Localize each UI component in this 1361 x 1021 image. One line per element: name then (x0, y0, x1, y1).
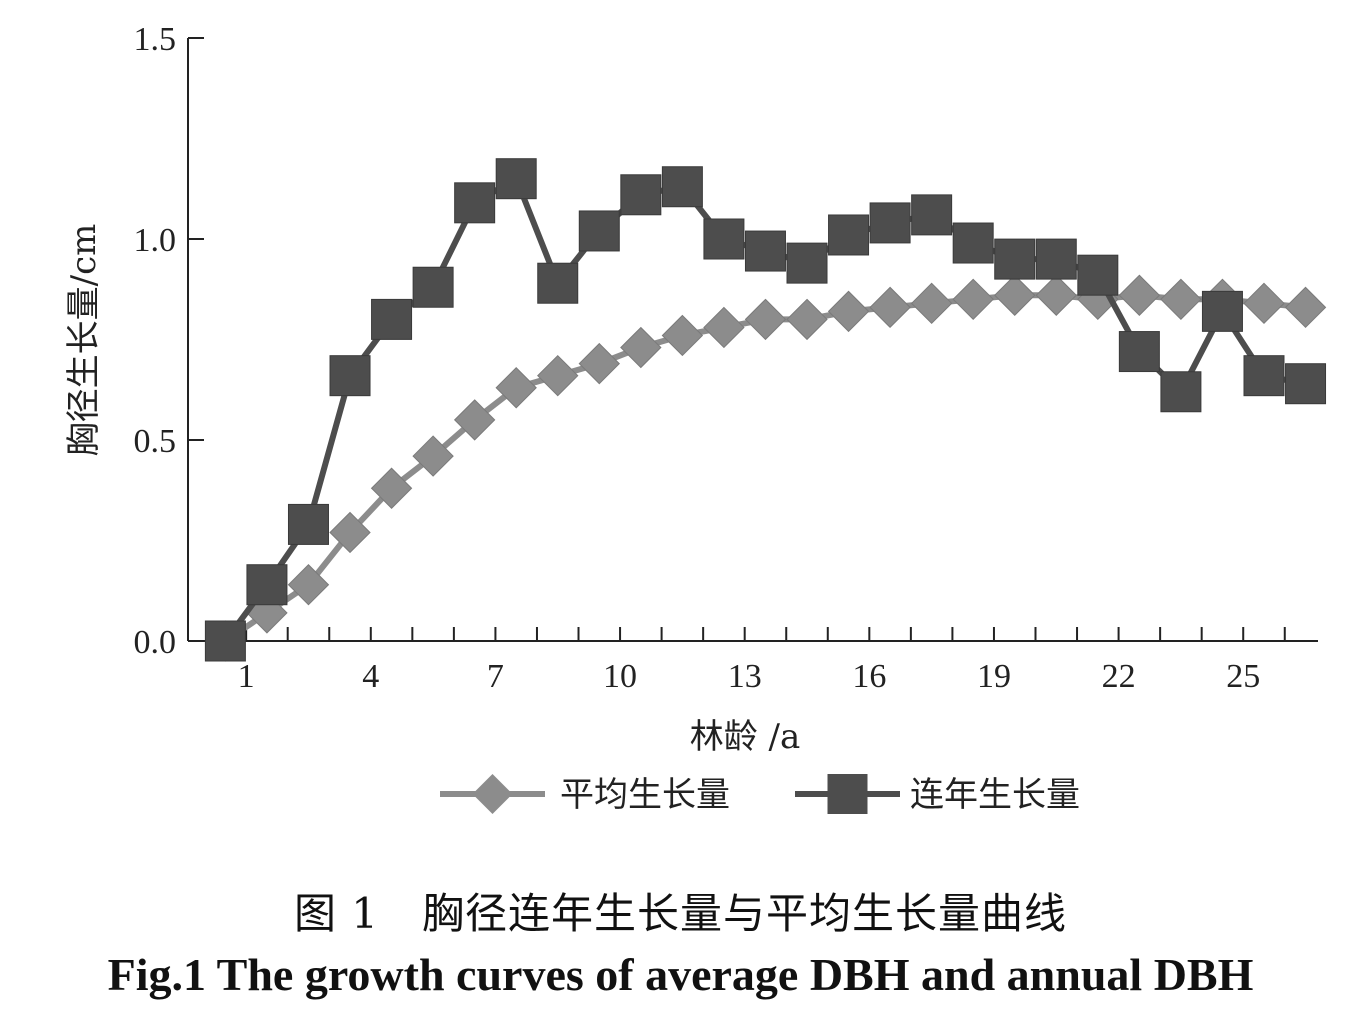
legend-swatch-square (827, 774, 868, 814)
legend-item: 平均生长量 (440, 774, 730, 815)
data-point-diamond (1035, 274, 1077, 316)
series-square (204, 158, 1327, 662)
data-point-diamond (827, 290, 870, 333)
data-point-square (911, 194, 953, 236)
x-tick-label: 1 (238, 658, 255, 695)
y-tick-label: 1.5 (134, 21, 177, 58)
data-point-square (454, 182, 496, 224)
data-point-square (412, 266, 454, 308)
data-point-diamond (661, 314, 704, 357)
data-point-diamond (1118, 274, 1161, 316)
x-axis-label: 林龄 /a (690, 717, 801, 757)
legend: 平均生长量 连年生长量 (440, 774, 1080, 815)
data-point-square (1243, 355, 1285, 397)
x-tick-label: 22 (1102, 658, 1136, 695)
data-point-square (1160, 371, 1202, 413)
data-point-diamond (952, 278, 994, 321)
data-point-square (246, 564, 288, 606)
data-point-diamond (537, 354, 579, 397)
x-tick-label: 7 (487, 658, 504, 695)
figure-caption-chinese: 图 1 胸径连年生长量与平均生长量曲线 (293, 889, 1068, 938)
figure-caption-english: Fig.1 The growth curves of average DBH a… (107, 949, 1254, 1000)
data-point-diamond (287, 564, 330, 606)
data-point-diamond (578, 342, 620, 385)
y-tick-label: 0.0 (134, 624, 177, 661)
legend-swatch-diamond (472, 774, 513, 814)
y-tick-label: 1.0 (134, 222, 177, 259)
data-point-diamond (994, 274, 1036, 316)
data-point-diamond (1243, 282, 1285, 325)
legend-label: 平均生长量 (560, 775, 730, 815)
data-point-diamond (329, 511, 371, 554)
x-tick-label: 19 (977, 658, 1011, 695)
data-point-diamond (412, 435, 454, 477)
x-tick-label: 4 (362, 658, 379, 695)
data-point-diamond (910, 282, 953, 325)
x-tick-label: 16 (852, 658, 886, 695)
legend-label: 连年生长量 (910, 775, 1080, 815)
x-tick-label: 13 (728, 658, 762, 695)
data-point-diamond (744, 298, 787, 341)
data-point-diamond (453, 399, 496, 441)
data-point-square (287, 503, 329, 545)
data-point-square (329, 355, 371, 397)
data-point-square (578, 210, 620, 252)
data-point-square (828, 214, 870, 256)
data-point-square (537, 262, 579, 304)
data-point-square (661, 166, 703, 208)
data-point-diamond (1160, 278, 1202, 321)
data-point-diamond (495, 367, 537, 409)
x-tick-label: 10 (603, 658, 637, 695)
data-point-diamond (786, 298, 828, 341)
data-point-square (786, 242, 828, 284)
data-point-square (952, 222, 994, 264)
data-point-square (703, 218, 745, 260)
data-point-diamond (869, 286, 911, 329)
series-layer (204, 158, 1327, 662)
y-axis-label: 胸径生长量/cm (64, 224, 104, 457)
data-point-square (869, 202, 911, 244)
data-point-square (1118, 331, 1160, 373)
data-point-square (994, 238, 1036, 280)
data-point-diamond (1284, 286, 1327, 329)
data-point-square (1201, 290, 1243, 332)
data-point-square (744, 230, 786, 272)
data-point-square (204, 620, 246, 662)
y-tick-label: 0.5 (134, 423, 177, 460)
data-point-square (1077, 254, 1119, 296)
chart-figure: 0.0 0.5 1.0 1.5 1 4 7 10 13 16 19 22 25 胸径生长量/cm 林龄 … (64, 21, 1327, 815)
data-point-diamond (620, 326, 662, 369)
axes: 0.0 0.5 1.0 1.5 1 4 7 10 13 16 19 22 25 (134, 21, 1318, 695)
legend-item: 连年生长量 (795, 774, 1080, 815)
data-point-square (1035, 238, 1077, 280)
data-point-square (1285, 363, 1327, 405)
data-point-square (495, 158, 537, 200)
x-tick-label: 25 (1226, 658, 1260, 695)
data-point-square (620, 174, 662, 216)
data-point-diamond (703, 306, 745, 349)
data-point-diamond (370, 467, 413, 509)
data-point-square (371, 298, 413, 340)
